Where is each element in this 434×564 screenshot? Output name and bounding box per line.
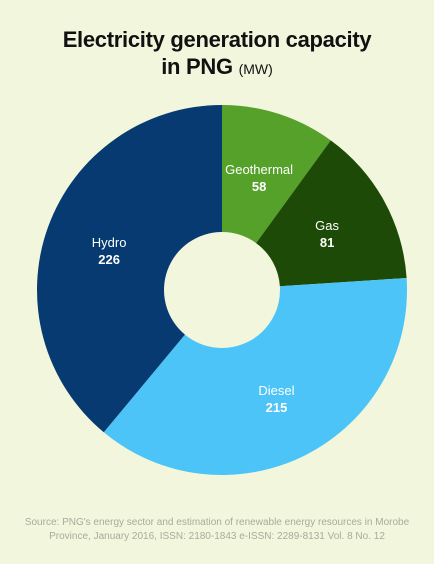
source-note: Source: PNG's energy sector and estimati… [0, 516, 434, 544]
chart-title-main: in PNG [161, 54, 233, 79]
source-line1: Source: PNG's energy sector and estimati… [24, 517, 410, 528]
chart-title-line1: Electricity generation capacity [62, 27, 372, 52]
donut-slices [36, 105, 407, 476]
donut-labels: Geothermal 58 Gas 81 Diesel 215 Hydro 226 [92, 162, 340, 415]
slice-hydro [36, 105, 222, 433]
slice-label-hydro: Hydro [92, 235, 127, 250]
slice-label-geothermal: Geothermal [225, 162, 293, 177]
chart-title-line2: in PNG (MW) [0, 53, 434, 83]
source-line2: Province, January 2016, ISSN: 2180-1843 … [49, 531, 385, 542]
slice-diesel [103, 277, 407, 476]
slice-gas [256, 140, 407, 287]
chart-title: Electricity generation capacity in PNG (… [0, 26, 434, 83]
slice-value-geothermal: 58 [252, 179, 266, 194]
slice-label-gas: Gas [315, 218, 339, 233]
slice-value-diesel: 215 [266, 400, 288, 415]
slice-geothermal [222, 105, 331, 244]
chart-title-unit: (MW) [238, 61, 273, 77]
slice-value-gas: 81 [320, 235, 334, 250]
slice-value-hydro: 226 [98, 252, 120, 267]
slice-label-diesel: Diesel [258, 383, 294, 398]
